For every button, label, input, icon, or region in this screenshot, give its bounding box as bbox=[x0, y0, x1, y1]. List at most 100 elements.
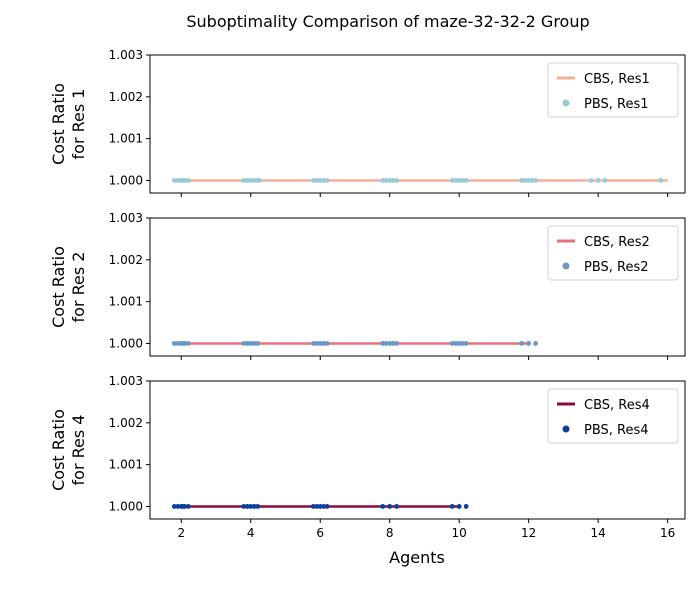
y-axis-title: Cost Ratiofor Res 1 bbox=[49, 83, 88, 165]
panel-1: 1.000 1.001 1.002 1.003 Cost Ratiofor Res 1 C… bbox=[49, 48, 686, 197]
y-tick-label: 1.002 bbox=[109, 416, 143, 430]
data-point bbox=[185, 504, 191, 509]
legend: CBS, Res1 PBS, Res1 bbox=[547, 62, 679, 118]
data-point bbox=[251, 504, 257, 509]
data-point bbox=[244, 178, 250, 183]
legend-label: CBS, Res2 bbox=[584, 235, 650, 250]
data-point bbox=[182, 341, 188, 346]
data-point bbox=[317, 178, 323, 183]
data-point bbox=[241, 341, 247, 346]
legend-label: CBS, Res4 bbox=[584, 398, 650, 413]
data-point bbox=[526, 341, 532, 346]
data-point bbox=[317, 341, 323, 346]
data-point bbox=[390, 341, 396, 346]
legend-marker-swatch bbox=[562, 425, 570, 433]
legend-marker-swatch bbox=[562, 262, 570, 270]
plot-frame bbox=[149, 380, 686, 520]
data-point bbox=[314, 178, 320, 183]
data-point bbox=[182, 178, 188, 183]
data-point bbox=[387, 341, 393, 346]
data-point bbox=[171, 504, 177, 509]
data-point bbox=[602, 178, 608, 183]
data-point bbox=[390, 178, 396, 183]
data-point bbox=[456, 341, 462, 346]
data-point bbox=[321, 504, 327, 509]
x-tick-label: 12 bbox=[521, 526, 536, 540]
data-point bbox=[241, 178, 247, 183]
x-tick-label: 10 bbox=[452, 526, 467, 540]
data-point bbox=[460, 178, 466, 183]
data-point bbox=[324, 178, 330, 183]
y-axis-title: Cost Ratiofor Res 4 bbox=[49, 409, 88, 491]
data-point bbox=[182, 504, 188, 509]
y-tick-label: 1.003 bbox=[109, 211, 143, 225]
y-tick-label: 1.000 bbox=[109, 499, 143, 513]
data-point bbox=[453, 178, 459, 183]
y-tick-label: 1.000 bbox=[109, 173, 143, 187]
x-tick-label: 2 bbox=[177, 526, 185, 540]
x-tick-label: 6 bbox=[316, 526, 324, 540]
data-point bbox=[241, 504, 247, 509]
data-point bbox=[456, 178, 462, 183]
data-point bbox=[251, 341, 257, 346]
y-tick-label: 1.003 bbox=[109, 374, 143, 388]
data-point bbox=[171, 178, 177, 183]
data-point bbox=[171, 341, 177, 346]
legend-label: CBS, Res1 bbox=[584, 72, 650, 87]
data-point bbox=[380, 178, 386, 183]
data-point bbox=[383, 178, 389, 183]
y-axis-title: Cost Ratiofor Res 2 bbox=[49, 246, 88, 328]
data-point bbox=[394, 178, 400, 183]
y-tick-label: 1.001 bbox=[109, 458, 143, 472]
panels: 1.000 1.001 1.002 1.003 Cost Ratiofor Res 1 C… bbox=[49, 48, 686, 540]
data-point bbox=[321, 178, 327, 183]
data-point bbox=[463, 504, 469, 509]
data-point bbox=[248, 341, 254, 346]
data-point bbox=[522, 178, 528, 183]
data-point bbox=[533, 178, 539, 183]
data-point bbox=[460, 341, 466, 346]
data-point bbox=[595, 178, 601, 183]
data-point bbox=[588, 178, 594, 183]
plot-frame bbox=[149, 54, 686, 194]
data-point bbox=[244, 504, 250, 509]
legend: CBS, Res4 PBS, Res4 bbox=[547, 388, 679, 444]
data-point bbox=[314, 504, 320, 509]
x-tick-label: 4 bbox=[247, 526, 255, 540]
x-axis-title: Agents bbox=[389, 548, 445, 567]
legend-marker-swatch bbox=[562, 99, 570, 107]
figure-title: Suboptimality Comparison of maze-32-32-2… bbox=[186, 12, 589, 31]
data-point bbox=[248, 178, 254, 183]
data-point bbox=[255, 504, 261, 509]
data-point bbox=[185, 341, 191, 346]
data-point bbox=[658, 178, 664, 183]
data-point bbox=[463, 341, 469, 346]
data-point bbox=[251, 178, 257, 183]
legend-label: PBS, Res4 bbox=[584, 423, 649, 438]
data-point bbox=[185, 178, 191, 183]
legend-box bbox=[547, 62, 679, 118]
data-point bbox=[449, 504, 455, 509]
data-point bbox=[321, 341, 327, 346]
data-point bbox=[456, 504, 462, 509]
y-tick-label: 1.001 bbox=[109, 295, 143, 309]
data-point bbox=[324, 504, 330, 509]
data-point bbox=[380, 504, 386, 509]
legend-box bbox=[547, 388, 679, 444]
data-point bbox=[175, 341, 181, 346]
data-point bbox=[449, 341, 455, 346]
data-point bbox=[449, 178, 455, 183]
data-point bbox=[324, 341, 330, 346]
y-tick-label: 1.002 bbox=[109, 253, 143, 267]
data-point bbox=[387, 504, 393, 509]
data-point bbox=[310, 504, 316, 509]
data-point bbox=[255, 341, 261, 346]
y-tick-label: 1.000 bbox=[109, 336, 143, 350]
data-point bbox=[533, 341, 539, 346]
panel-2: 1.000 1.001 1.002 1.003 Cost Ratiofor Res 2 C… bbox=[49, 211, 686, 360]
data-point bbox=[463, 178, 469, 183]
data-point bbox=[394, 504, 400, 509]
legend-box bbox=[547, 225, 679, 281]
data-point bbox=[380, 341, 386, 346]
x-tick-label: 8 bbox=[386, 526, 394, 540]
